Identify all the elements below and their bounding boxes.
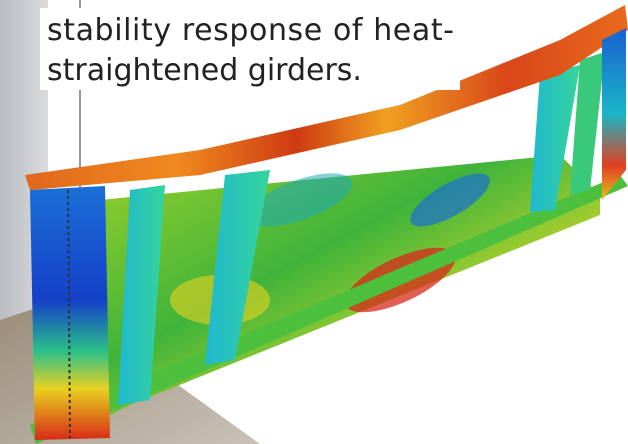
caption-line: stability response of heat-	[47, 13, 454, 48]
scene: stability response of heat- straightened…	[0, 0, 628, 444]
end-plate	[602, 28, 626, 200]
page: Heat-straightened girder {"caption": {"l…	[0, 0, 628, 444]
body: stability response of heat- straightened…	[0, 0, 628, 444]
caption-line: straightened girders.	[47, 53, 362, 88]
